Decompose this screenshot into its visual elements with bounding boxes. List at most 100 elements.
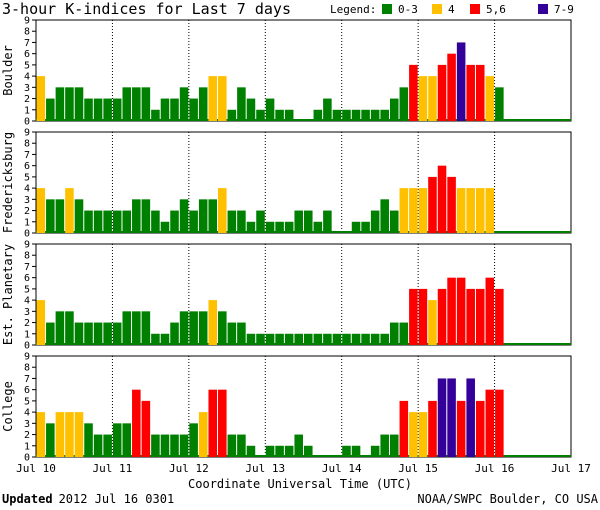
k-index-bar [380, 434, 389, 457]
legend-swatch [382, 4, 392, 14]
k-index-bar [389, 434, 399, 457]
k-index-bar [141, 311, 151, 345]
k-index-bar [370, 333, 380, 345]
x-axis-label: Coordinate Universal Time (UTC) [188, 477, 412, 491]
y-tick-label: 6 [24, 273, 30, 284]
k-index-bar [179, 311, 189, 345]
k-index-bar [151, 333, 160, 345]
legend: Legend: 0-3 4 5,6 7-9 [330, 3, 574, 16]
k-index-bar [208, 300, 218, 345]
y-tick-label: 9 [24, 352, 30, 363]
k-index-bar [237, 322, 246, 345]
k-index-bar [437, 165, 447, 233]
k-index-bar [284, 221, 294, 233]
k-index-bar [265, 333, 275, 345]
k-index-bar [237, 434, 246, 457]
k-index-bar [370, 210, 380, 233]
k-index-bar [170, 98, 179, 121]
k-index-bar [103, 322, 112, 345]
k-index-bar [466, 188, 475, 233]
k-index-bar [103, 210, 112, 233]
k-index-bar [495, 288, 504, 345]
k-index-bar [218, 311, 227, 345]
y-tick-label: 5 [24, 60, 30, 71]
k-index-bar [294, 210, 303, 233]
k-index-bar [399, 188, 409, 233]
legend-entry: 5,6 [486, 3, 506, 16]
k-index-bar [313, 333, 323, 345]
y-tick-label: 8 [24, 27, 30, 38]
y-tick-label: 5 [24, 172, 30, 183]
y-tick-label: 4 [24, 184, 30, 195]
y-tick-label: 2 [24, 206, 30, 217]
x-tick-label: Jul 10 [16, 462, 56, 475]
k-index-bar [284, 109, 294, 121]
k-index-bar [189, 210, 198, 233]
k-index-bar [495, 87, 504, 121]
k-index-bar [256, 109, 265, 121]
k-index-bar [112, 322, 122, 345]
k-index-bar [122, 87, 132, 121]
k-index-bar [65, 188, 74, 233]
k-index-bar [323, 98, 332, 121]
y-tick-label: 3 [24, 195, 30, 206]
k-index-bar [399, 87, 409, 121]
y-tick-label: 9 [24, 128, 30, 139]
k-index-bar [389, 98, 399, 121]
k-index-bar [55, 412, 65, 457]
k-index-bar [103, 434, 112, 457]
k-index-bar [456, 277, 466, 345]
k-index-bar [198, 87, 208, 121]
k-index-bar [495, 389, 504, 457]
k-index-bar [466, 288, 475, 345]
k-index-bar [275, 109, 284, 121]
k-index-bar [351, 445, 361, 457]
y-tick-label: 2 [24, 318, 30, 329]
panels: 0123456789Boulder0123456789Fredericksbur… [1, 16, 572, 464]
k-index-bar [428, 300, 437, 345]
k-index-bar [227, 434, 237, 457]
k-index-bar [65, 412, 74, 457]
k-index-bar [342, 109, 351, 121]
y-tick-label: 0 [24, 341, 30, 352]
k-index-bar [160, 221, 170, 233]
y-tick-label: 0 [24, 453, 30, 464]
k-index-bar [466, 64, 475, 121]
k-index-bar [198, 199, 208, 233]
k-index-bar [265, 445, 275, 457]
k-index-bar [418, 412, 428, 457]
k-index-bar [218, 389, 227, 457]
chart-title: 3-hour K-indices for Last 7 days [2, 0, 291, 18]
k-index-bar [418, 76, 428, 121]
y-tick-label: 8 [24, 363, 30, 374]
k-index-bar [418, 188, 428, 233]
k-index-bar [380, 333, 389, 345]
k-index-bar [122, 210, 132, 233]
k-index-bar [409, 412, 418, 457]
k-index-bar [227, 210, 237, 233]
panel-label: Est. Planetary [1, 244, 15, 345]
y-tick-label: 3 [24, 419, 30, 430]
x-tick-label: Jul 12 [169, 462, 209, 475]
updated-bold: Updated [2, 492, 53, 506]
k-index-bar [275, 445, 284, 457]
k-index-bar [132, 87, 141, 121]
k-index-bar [170, 322, 179, 345]
k-index-bar [409, 188, 418, 233]
k-index-bar [198, 311, 208, 345]
y-tick-label: 5 [24, 396, 30, 407]
k-index-bar [475, 288, 485, 345]
k-index-bar [428, 76, 437, 121]
k-index-bar [361, 333, 370, 345]
k-index-bar [46, 98, 55, 121]
k-index-bar [409, 64, 418, 121]
k-index-bar [399, 400, 409, 457]
k-index-bar [93, 322, 103, 345]
k-index-bar [36, 300, 46, 345]
k-index-bar [246, 445, 256, 457]
k-index-bar [351, 333, 361, 345]
y-tick-label: 4 [24, 72, 30, 83]
